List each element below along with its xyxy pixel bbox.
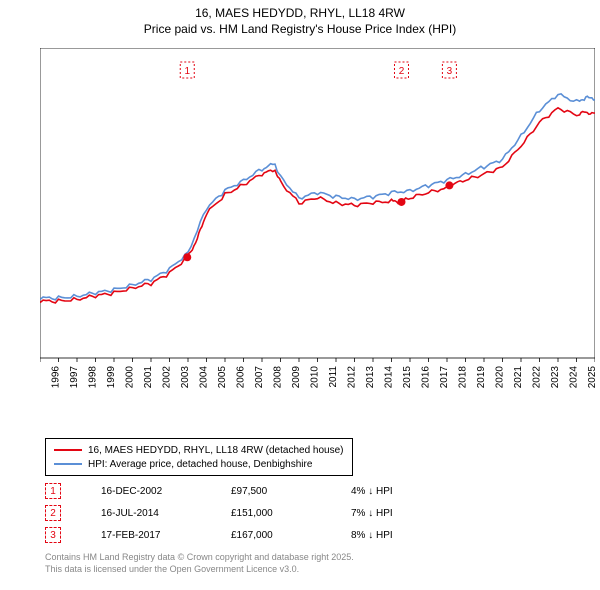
legend-swatch bbox=[54, 463, 82, 465]
sales-table: 1 16-DEC-2002£97,5004% ↓ HPI 2 16-JUL-2014£… bbox=[45, 480, 431, 546]
sales-price: £97,500 bbox=[231, 486, 351, 497]
sale-point-2 bbox=[397, 198, 405, 206]
title-line2: Price paid vs. HM Land Registry's House … bbox=[0, 22, 600, 38]
svg-text:2004: 2004 bbox=[199, 366, 210, 389]
series-price_paid bbox=[40, 108, 595, 303]
sales-date: 16-JUL-2014 bbox=[101, 508, 231, 519]
footer-line2: This data is licensed under the Open Gov… bbox=[45, 564, 354, 576]
svg-text:2006: 2006 bbox=[236, 366, 247, 389]
legend-item-1: HPI: Average price, detached house, Denb… bbox=[54, 457, 344, 471]
svg-text:2003: 2003 bbox=[180, 366, 191, 389]
legend-item-0: 16, MAES HEDYDD, RHYL, LL18 4RW (detache… bbox=[54, 443, 344, 457]
sales-row-3: 3 17-FEB-2017£167,0008% ↓ HPI bbox=[45, 524, 431, 546]
svg-text:2018: 2018 bbox=[458, 366, 469, 389]
sales-row-2: 2 16-JUL-2014£151,0007% ↓ HPI bbox=[45, 502, 431, 524]
sales-diff: 8% ↓ HPI bbox=[351, 530, 431, 541]
svg-text:2009: 2009 bbox=[291, 366, 302, 389]
svg-text:1998: 1998 bbox=[88, 366, 99, 389]
sales-price: £167,000 bbox=[231, 530, 351, 541]
series-hpi bbox=[40, 94, 595, 300]
svg-text:2005: 2005 bbox=[217, 366, 228, 389]
svg-text:2025: 2025 bbox=[587, 366, 595, 389]
legend: 16, MAES HEDYDD, RHYL, LL18 4RW (detache… bbox=[45, 438, 353, 476]
sale-marker-num-1: 1 bbox=[184, 66, 190, 77]
sales-row-1: 1 16-DEC-2002£97,5004% ↓ HPI bbox=[45, 480, 431, 502]
svg-text:2014: 2014 bbox=[384, 366, 395, 389]
sale-marker-num-2: 2 bbox=[399, 66, 405, 77]
svg-text:2016: 2016 bbox=[421, 366, 432, 389]
svg-text:2008: 2008 bbox=[273, 366, 284, 389]
svg-text:2024: 2024 bbox=[569, 366, 580, 389]
chart-title: 16, MAES HEDYDD, RHYL, LL18 4RW Price pa… bbox=[0, 0, 600, 37]
sales-date: 16-DEC-2002 bbox=[101, 486, 231, 497]
footer-line1: Contains HM Land Registry data © Crown c… bbox=[45, 552, 354, 564]
svg-text:2020: 2020 bbox=[495, 366, 506, 389]
svg-text:1995: 1995 bbox=[40, 366, 43, 389]
svg-text:1999: 1999 bbox=[106, 366, 117, 389]
svg-text:2021: 2021 bbox=[513, 366, 524, 389]
sales-price: £151,000 bbox=[231, 508, 351, 519]
svg-text:2002: 2002 bbox=[162, 366, 173, 389]
svg-text:2019: 2019 bbox=[476, 366, 487, 389]
svg-text:2007: 2007 bbox=[254, 366, 265, 389]
legend-label: HPI: Average price, detached house, Denb… bbox=[88, 459, 312, 470]
svg-text:2001: 2001 bbox=[143, 366, 154, 389]
svg-text:1997: 1997 bbox=[69, 366, 80, 389]
footer-attribution: Contains HM Land Registry data © Crown c… bbox=[45, 552, 354, 575]
legend-swatch bbox=[54, 449, 82, 451]
svg-text:2017: 2017 bbox=[439, 366, 450, 389]
sales-marker-3: 3 bbox=[45, 527, 61, 543]
sale-point-1 bbox=[183, 253, 191, 261]
svg-text:2012: 2012 bbox=[347, 366, 358, 389]
sale-marker-num-3: 3 bbox=[447, 66, 453, 77]
svg-text:1996: 1996 bbox=[51, 366, 62, 389]
svg-text:2013: 2013 bbox=[365, 366, 376, 389]
svg-text:2000: 2000 bbox=[125, 366, 136, 389]
svg-text:2022: 2022 bbox=[532, 366, 543, 389]
svg-text:2023: 2023 bbox=[550, 366, 561, 389]
svg-text:2015: 2015 bbox=[402, 366, 413, 389]
line-chart: £0£50K£100K£150K£200K£250K£300K199519961… bbox=[40, 48, 595, 398]
sale-point-3 bbox=[445, 181, 453, 189]
sales-marker-2: 2 bbox=[45, 505, 61, 521]
svg-text:2010: 2010 bbox=[310, 366, 321, 389]
svg-text:2011: 2011 bbox=[328, 366, 339, 388]
sales-diff: 7% ↓ HPI bbox=[351, 508, 431, 519]
sales-marker-1: 1 bbox=[45, 483, 61, 499]
title-line1: 16, MAES HEDYDD, RHYL, LL18 4RW bbox=[0, 6, 600, 22]
sales-date: 17-FEB-2017 bbox=[101, 530, 231, 541]
legend-label: 16, MAES HEDYDD, RHYL, LL18 4RW (detache… bbox=[88, 445, 344, 456]
sales-diff: 4% ↓ HPI bbox=[351, 486, 431, 497]
